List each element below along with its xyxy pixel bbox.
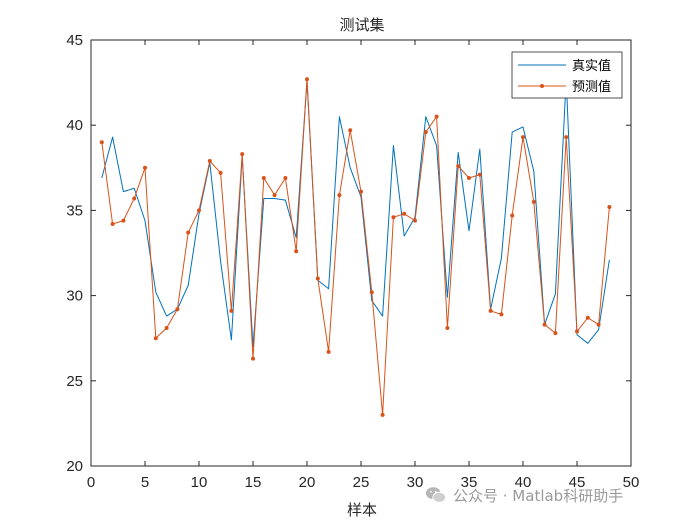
data-point-1 (553, 331, 558, 336)
data-point-1 (359, 189, 363, 194)
data-point-1 (542, 322, 547, 327)
data-point-1 (132, 196, 137, 201)
legend: 真实值 预测值 (511, 51, 623, 99)
data-point-1 (564, 135, 569, 140)
axis-ticks: 0 5 10 15 20 25 30 35 40 45 50 20 25 30 35 40 45 (66, 32, 639, 491)
data-point-1 (315, 276, 320, 281)
legend-box (511, 51, 623, 99)
x-tick-label: 50 (623, 474, 640, 491)
x-tick-label: 20 (299, 474, 316, 491)
data-point-1 (348, 128, 353, 133)
y-tick-label: 20 (66, 458, 83, 475)
watermark: 公众号 · Matlab科研助手 (425, 484, 623, 506)
x-axis-label: 样本 (347, 501, 377, 519)
data-point-1 (153, 336, 158, 341)
y-tick-label: 45 (66, 32, 83, 49)
legend-label-pred: 预测值 (572, 79, 611, 95)
data-point-1 (197, 208, 201, 213)
data-point-1 (175, 307, 180, 312)
data-point-1 (143, 165, 147, 170)
series-line-1 (101, 78, 610, 416)
x-tick-label: 35 (461, 474, 478, 491)
y-tick-label: 40 (66, 117, 83, 134)
y-tick-label: 35 (66, 202, 83, 219)
plot-area (90, 39, 632, 467)
data-point-1 (445, 325, 450, 330)
data-point-1 (521, 135, 525, 140)
data-point-1 (99, 140, 104, 145)
series-layer (99, 77, 612, 417)
data-point-1 (477, 172, 482, 177)
x-tick-label: 45 (569, 474, 586, 491)
data-point-1 (456, 164, 461, 169)
data-point-1 (121, 218, 126, 223)
legend-label-true: 真实值 (572, 58, 611, 74)
data-point-1 (402, 211, 407, 216)
data-point-1 (413, 218, 417, 223)
data-point-1 (531, 199, 536, 204)
x-tick-label: 15 (245, 474, 262, 491)
legend-marker-pred (540, 84, 544, 88)
x-tick-label: 0 (87, 474, 95, 491)
data-point-1 (326, 349, 331, 354)
data-point-1 (110, 222, 115, 227)
x-tick-label: 25 (353, 474, 370, 491)
series-line-0 (101, 78, 610, 348)
data-point-1 (186, 230, 191, 235)
data-point-1 (369, 290, 374, 295)
chart-title: 测试集 (339, 16, 384, 34)
data-point-1 (596, 322, 601, 327)
y-tick-label: 25 (66, 373, 83, 390)
data-point-1 (488, 308, 493, 313)
data-point-1 (607, 204, 612, 209)
data-point-1 (380, 412, 385, 417)
data-point-1 (283, 176, 288, 181)
data-point-1 (294, 249, 299, 254)
data-point-1 (251, 356, 255, 361)
data-point-1 (467, 176, 471, 181)
data-point-1 (585, 315, 590, 320)
x-tick-label: 30 (407, 474, 424, 491)
x-tick-label: 40 (515, 474, 532, 491)
x-tick-label: 5 (141, 474, 149, 491)
data-point-1 (240, 152, 245, 157)
data-point-1 (164, 325, 169, 330)
watermark-text: 公众号 · Matlab科研助手 (453, 486, 624, 505)
wechat-icon (425, 487, 447, 503)
data-point-1 (261, 176, 266, 181)
data-point-1 (207, 158, 212, 163)
y-tick-label: 30 (66, 288, 83, 305)
data-point-1 (423, 130, 428, 135)
data-point-1 (218, 170, 223, 175)
data-point-1 (510, 213, 515, 218)
x-tick-label: 10 (191, 474, 208, 491)
data-point-1 (575, 329, 579, 334)
data-point-1 (229, 308, 234, 313)
data-point-1 (272, 193, 277, 198)
data-point-1 (305, 77, 309, 82)
data-point-1 (391, 215, 396, 220)
data-point-1 (337, 193, 342, 198)
data-point-1 (434, 114, 439, 119)
data-point-1 (499, 312, 504, 317)
